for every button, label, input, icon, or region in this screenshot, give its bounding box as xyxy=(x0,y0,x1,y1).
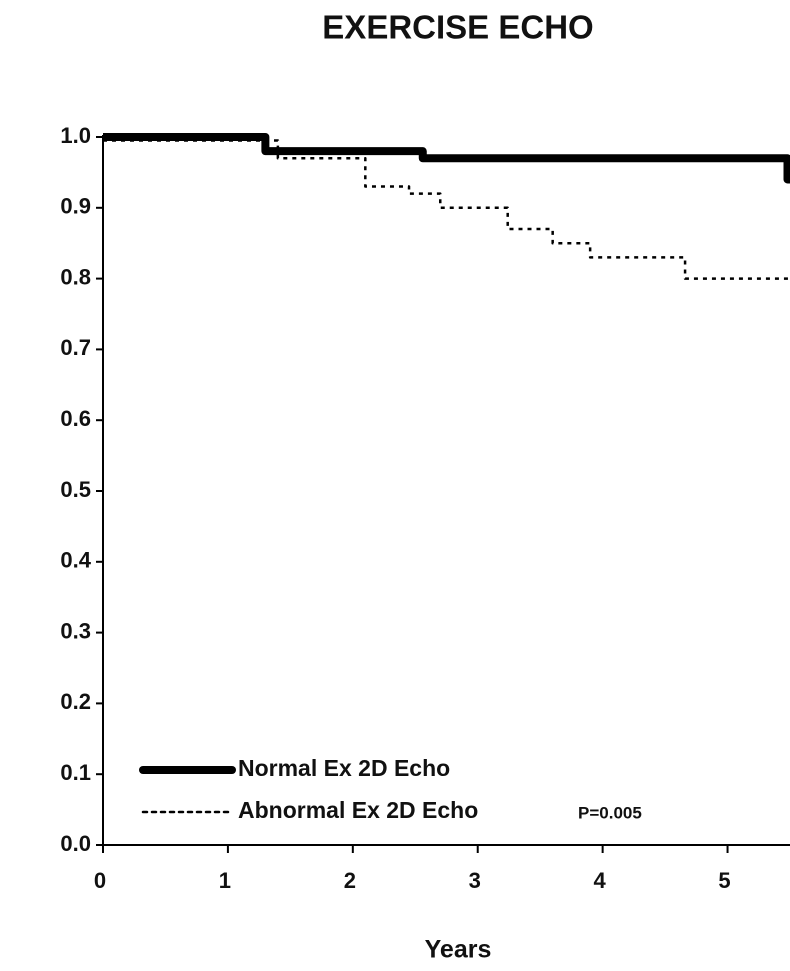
y-tick-label: 1.0 xyxy=(60,123,91,148)
y-tick-label: 0.8 xyxy=(60,264,91,289)
y-tick-label: 0.1 xyxy=(60,760,91,785)
p-value: P=0.005 xyxy=(578,803,642,822)
y-tick-label: 0.5 xyxy=(60,477,91,502)
x-tick-label: 4 xyxy=(594,868,607,893)
y-tick-label: 0.2 xyxy=(60,689,91,714)
x-tick-label: 3 xyxy=(469,868,481,893)
x-tick-label: 2 xyxy=(344,868,356,893)
x-tick-label: 5 xyxy=(718,868,730,893)
y-tick-label: 0.6 xyxy=(60,406,91,431)
legend-label: Abnormal Ex 2D Echo xyxy=(238,797,478,823)
chart-title: EXERCISE ECHO xyxy=(322,9,593,46)
survival-curve xyxy=(103,133,790,184)
x-tick-label: 1 xyxy=(219,868,231,893)
legend-label: Normal Ex 2D Echo xyxy=(238,755,450,781)
y-tick-label: 0.9 xyxy=(60,194,91,219)
x-tick-label: 0 xyxy=(94,868,106,893)
y-tick-label: 0.4 xyxy=(60,548,91,573)
y-tick-label: 0.0 xyxy=(60,831,91,856)
y-tick-label: 0.3 xyxy=(60,618,91,643)
y-tick-label: 0.7 xyxy=(60,335,91,360)
x-axis-label: Years xyxy=(425,936,492,964)
